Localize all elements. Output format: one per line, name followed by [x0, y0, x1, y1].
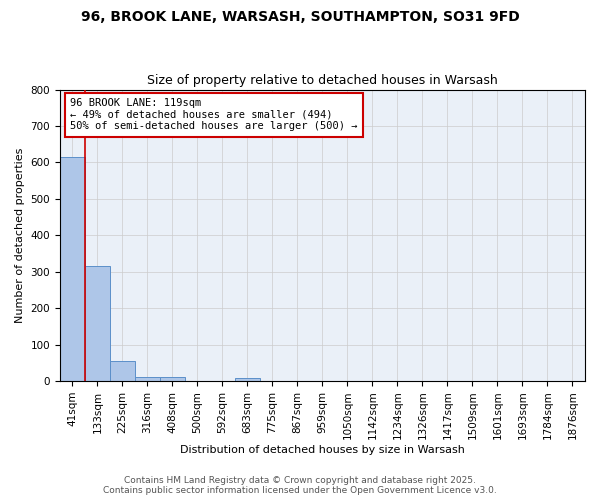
Text: Contains HM Land Registry data © Crown copyright and database right 2025.
Contai: Contains HM Land Registry data © Crown c… [103, 476, 497, 495]
Bar [60, 157, 85, 381]
Bar [85, 266, 110, 381]
Title: Size of property relative to detached houses in Warsash: Size of property relative to detached ho… [147, 74, 498, 87]
Bar [235, 378, 260, 381]
Text: 96 BROOK LANE: 119sqm
← 49% of detached houses are smaller (494)
50% of semi-det: 96 BROOK LANE: 119sqm ← 49% of detached … [70, 98, 358, 132]
Y-axis label: Number of detached properties: Number of detached properties [15, 148, 25, 323]
Bar [110, 361, 135, 381]
Text: 96, BROOK LANE, WARSASH, SOUTHAMPTON, SO31 9FD: 96, BROOK LANE, WARSASH, SOUTHAMPTON, SO… [80, 10, 520, 24]
Bar [160, 376, 185, 381]
X-axis label: Distribution of detached houses by size in Warsash: Distribution of detached houses by size … [180, 445, 465, 455]
Bar [135, 378, 160, 381]
